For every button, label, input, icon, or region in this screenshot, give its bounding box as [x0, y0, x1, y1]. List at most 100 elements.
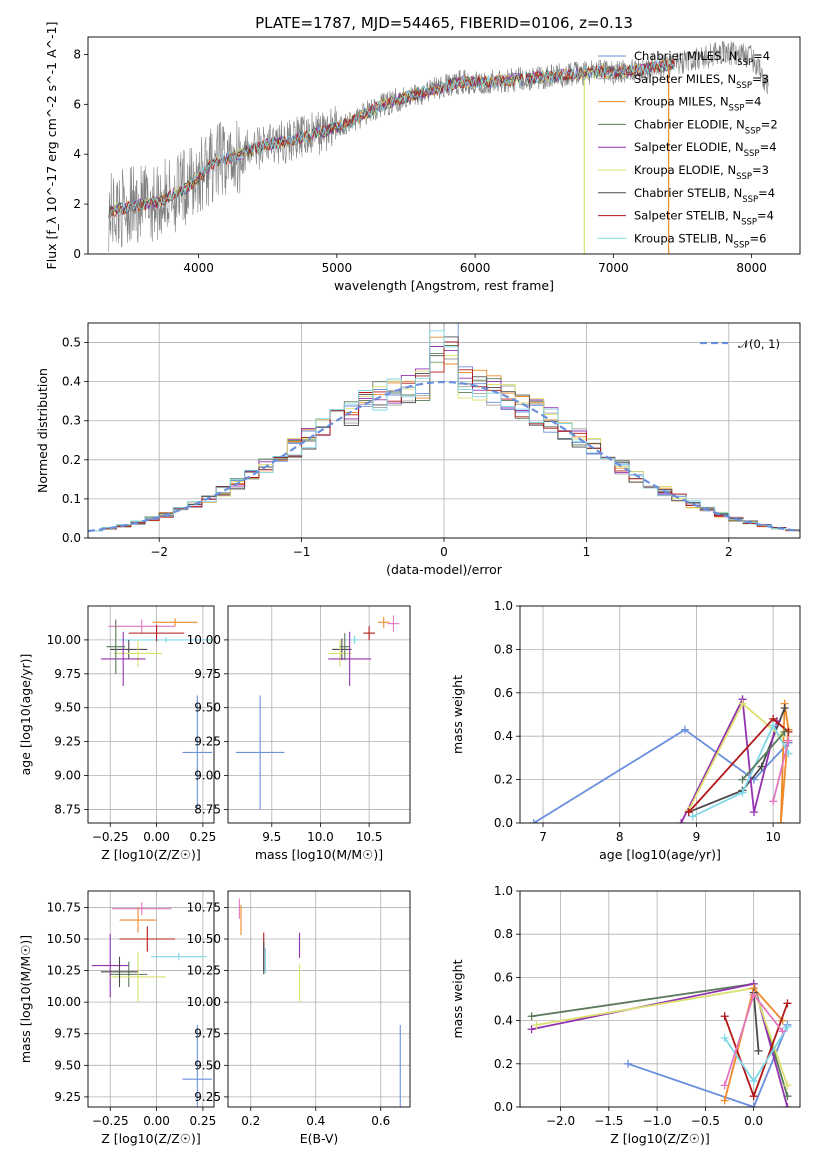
y-tick-label: 10.00 [187, 995, 221, 1009]
y-tick-label: 10.25 [47, 964, 81, 978]
y-tick-label: 0.2 [494, 1057, 513, 1071]
y-tick-label: 0.5 [62, 336, 81, 350]
y-tick-label: 10.25 [187, 964, 221, 978]
y-tick-label: 10.00 [47, 995, 81, 1009]
weight-marker [527, 1025, 536, 1034]
x-tick-label: −0.25 [92, 830, 129, 844]
errorbar-point [182, 1024, 213, 1107]
y-tick-label: 0.4 [494, 729, 513, 743]
weight-marker [749, 1103, 758, 1107]
errorbar-point [387, 615, 400, 632]
panel-3: 9.5 10.0 10.5 8.75 9.00 9.25 9.50 9.75 10.00 mass… [187, 605, 411, 862]
x-tick-label: 0.0 [744, 1114, 763, 1128]
errorbar-point [108, 619, 176, 634]
x-axis-label: E(B-V) [300, 1131, 339, 1146]
y-tick-label: 1.0 [494, 884, 513, 898]
errorbar-point [339, 633, 350, 661]
weight-marker [527, 1012, 536, 1021]
errorbar-point [110, 639, 148, 659]
panels: 4000 5000 6000 7000 8000 0 2 4 6 8 wavelength [Ang… [18, 22, 801, 1146]
axes-frame [87, 322, 801, 539]
errorbar-point [332, 638, 352, 661]
x-tick-label: 10.0 [307, 830, 334, 844]
weight-marker [769, 797, 778, 806]
panel-6: 0.2 0.4 0.6 9.25 9.50 9.75 10.00 10.25 10.50 10.7… [187, 890, 411, 1146]
x-axis-label: (data-model)/error [386, 562, 503, 577]
weight-marker [720, 1081, 729, 1090]
x-tick-label: 8000 [736, 261, 767, 275]
y-axis-label: mass [log10(M/M☉)] [18, 935, 33, 1063]
normal-reference-curve [88, 380, 800, 533]
weight-marker [784, 736, 793, 745]
y-tick-label: 8 [73, 47, 81, 61]
y-axis-label: mass weight [450, 675, 465, 754]
y-tick-label: 9.75 [54, 667, 81, 681]
y-tick-label: 10.75 [187, 900, 221, 914]
legend: 𝒩(0, 1) [700, 337, 780, 351]
y-tick-label: 9.75 [194, 667, 221, 681]
panel-2: −0.25 0.00 0.25 8.75 9.00 9.25 9.50 9.75 10.00 Z … [18, 605, 217, 862]
weight-marker [757, 762, 766, 771]
weight-marker [680, 725, 689, 734]
weight-marker [688, 812, 697, 821]
y-tick-label: 1.0 [494, 599, 513, 613]
x-tick-label: −1 [293, 545, 311, 559]
y-tick-label: 0.0 [494, 1100, 513, 1114]
plot-area [88, 323, 800, 533]
errorbar-point [113, 639, 163, 668]
plot-area [238, 898, 401, 1107]
x-axis-label: Z [log10(Z/Z☉)] [101, 1131, 201, 1146]
weight-marker [783, 1081, 792, 1090]
errorbar-point [119, 637, 213, 643]
x-tick-label: 8 [616, 830, 624, 844]
errorbar-point [377, 616, 390, 628]
y-tick-label: 9.50 [54, 1058, 81, 1072]
y-tick-label: 10.00 [47, 633, 81, 647]
x-tick-label: 0 [440, 545, 448, 559]
x-tick-label: 5000 [322, 261, 353, 275]
y-tick-label: 9.25 [54, 735, 81, 749]
y-tick-label: 10.75 [47, 900, 81, 914]
x-axis-label: wavelength [Angstrom, rest frame] [334, 278, 554, 293]
y-tick-label: 0.4 [494, 1014, 513, 1028]
x-tick-label: 0.4 [306, 1114, 325, 1128]
errorbar-point [112, 902, 172, 915]
y-tick-label: 0.6 [494, 686, 513, 700]
axes-frame [227, 890, 411, 1108]
errorbar-point [100, 631, 146, 687]
weight-marker [720, 1033, 729, 1042]
y-tick-label: 6 [73, 97, 81, 111]
y-tick-label: 0.8 [494, 927, 513, 941]
errorbar-point [152, 618, 198, 627]
y-axis-label: mass weight [450, 959, 465, 1038]
y-tick-label: 9.00 [194, 769, 221, 783]
plot-area [529, 695, 793, 823]
errorbar-point [235, 695, 285, 810]
x-tick-label: 9.5 [262, 830, 281, 844]
weight-line [533, 728, 790, 823]
weight-marker [754, 1046, 763, 1055]
weight-marker [720, 1012, 729, 1021]
y-tick-label: 9.75 [194, 1027, 221, 1041]
y-tick-label: 0.4 [62, 375, 81, 389]
weight-line [680, 696, 778, 823]
x-tick-label: 2 [725, 545, 733, 559]
x-tick-label: 0.6 [371, 1114, 390, 1128]
weight-marker [532, 1020, 541, 1029]
model-spectrum-line [108, 59, 675, 218]
panel-5: −0.25 0.00 0.25 9.25 9.50 9.75 10.00 10.25 10.50… [18, 890, 216, 1146]
axes-frame [519, 890, 801, 1108]
errorbar-point [328, 631, 372, 687]
errorbar-point [110, 961, 148, 987]
x-tick-label: 0.25 [190, 830, 217, 844]
y-tick-label: 9.25 [54, 1090, 81, 1104]
y-axis-label: Flux [f_λ 10^-17 erg cm^-2 s^-1 A^-1] [44, 22, 59, 270]
errorbar-point [363, 626, 375, 640]
weight-marker [529, 819, 538, 823]
x-tick-label: 9 [693, 830, 701, 844]
errorbar-point [151, 952, 207, 961]
weight-marker [677, 819, 686, 823]
weight-marker [780, 703, 789, 712]
x-tick-label: −0.25 [92, 1114, 129, 1128]
plot-area [527, 979, 792, 1107]
